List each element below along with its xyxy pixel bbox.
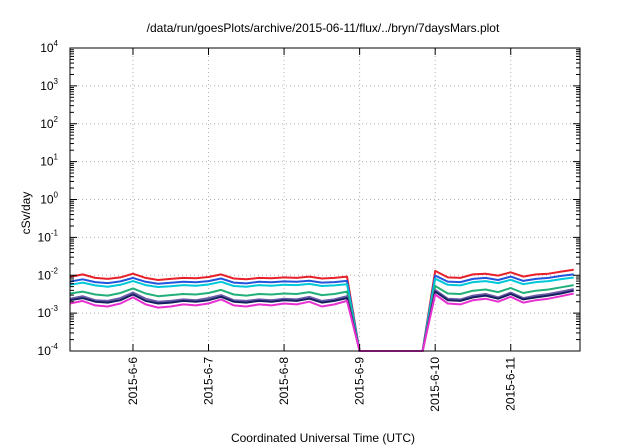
y-tick-exponent: -3 xyxy=(51,304,59,313)
x-tick-label: 2015-6-9 xyxy=(353,357,367,405)
y-tick-base: 10 xyxy=(38,344,52,358)
y-tick-label: 10-3 xyxy=(38,304,59,320)
y-tick-base: 10 xyxy=(40,155,54,169)
y-tick-base: 10 xyxy=(40,117,54,131)
y-tick-label: 104 xyxy=(40,39,58,55)
series-line-2 xyxy=(69,273,574,352)
y-tick-exponent: 0 xyxy=(54,191,59,200)
x-tick-label: 2015-6-8 xyxy=(277,357,291,405)
y-tick-label: 103 xyxy=(40,77,58,93)
y-tick-exponent: 2 xyxy=(54,115,59,124)
y-tick-exponent: -1 xyxy=(51,228,59,237)
x-axis-label: Coordinated Universal Time (UTC) xyxy=(231,431,415,445)
y-tick-base: 10 xyxy=(40,41,54,55)
y-tick-base: 10 xyxy=(40,193,54,207)
series-line-4 xyxy=(69,284,574,352)
y-tick-base: 10 xyxy=(38,230,52,244)
y-tick-base: 10 xyxy=(38,268,52,282)
series-line-5 xyxy=(69,288,574,352)
x-tick-label: 2015-6-11 xyxy=(504,357,518,411)
series-layer xyxy=(69,268,574,352)
x-tick-label: 2015-6-10 xyxy=(428,357,442,412)
y-tick-exponent: 1 xyxy=(54,153,59,162)
series-line-6 xyxy=(69,289,574,352)
y-tick-label: 100 xyxy=(40,191,58,207)
x-tick-label: 2015-6-7 xyxy=(202,357,216,405)
y-tick-exponent: -4 xyxy=(51,342,59,351)
series-line-3 xyxy=(69,276,574,352)
y-tick-label: 101 xyxy=(40,153,58,169)
y-tick-exponent: 4 xyxy=(54,39,59,48)
y-tick-label: 10-1 xyxy=(38,228,59,244)
x-tick-label: 2015-6-6 xyxy=(126,357,140,405)
y-axis-label: cSv/day xyxy=(19,192,33,235)
chart-title: /data/run/goesPlots/archive/2015-06-11/f… xyxy=(147,21,500,35)
x-axis-ticks: 2015-6-6 2015-6-7 2015-6-8 2015-6-9 2015-6-1… xyxy=(126,48,518,412)
y-tick-exponent: 3 xyxy=(54,77,59,86)
y-tick-label: 10-2 xyxy=(38,266,59,282)
series-line-7 xyxy=(69,292,574,352)
y-tick-exponent: -2 xyxy=(51,266,59,275)
y-tick-base: 10 xyxy=(40,79,54,93)
y-tick-base: 10 xyxy=(38,306,52,320)
y-tick-label: 10-4 xyxy=(38,342,59,358)
series-line-1 xyxy=(69,268,574,352)
y-tick-label: 102 xyxy=(40,115,58,131)
